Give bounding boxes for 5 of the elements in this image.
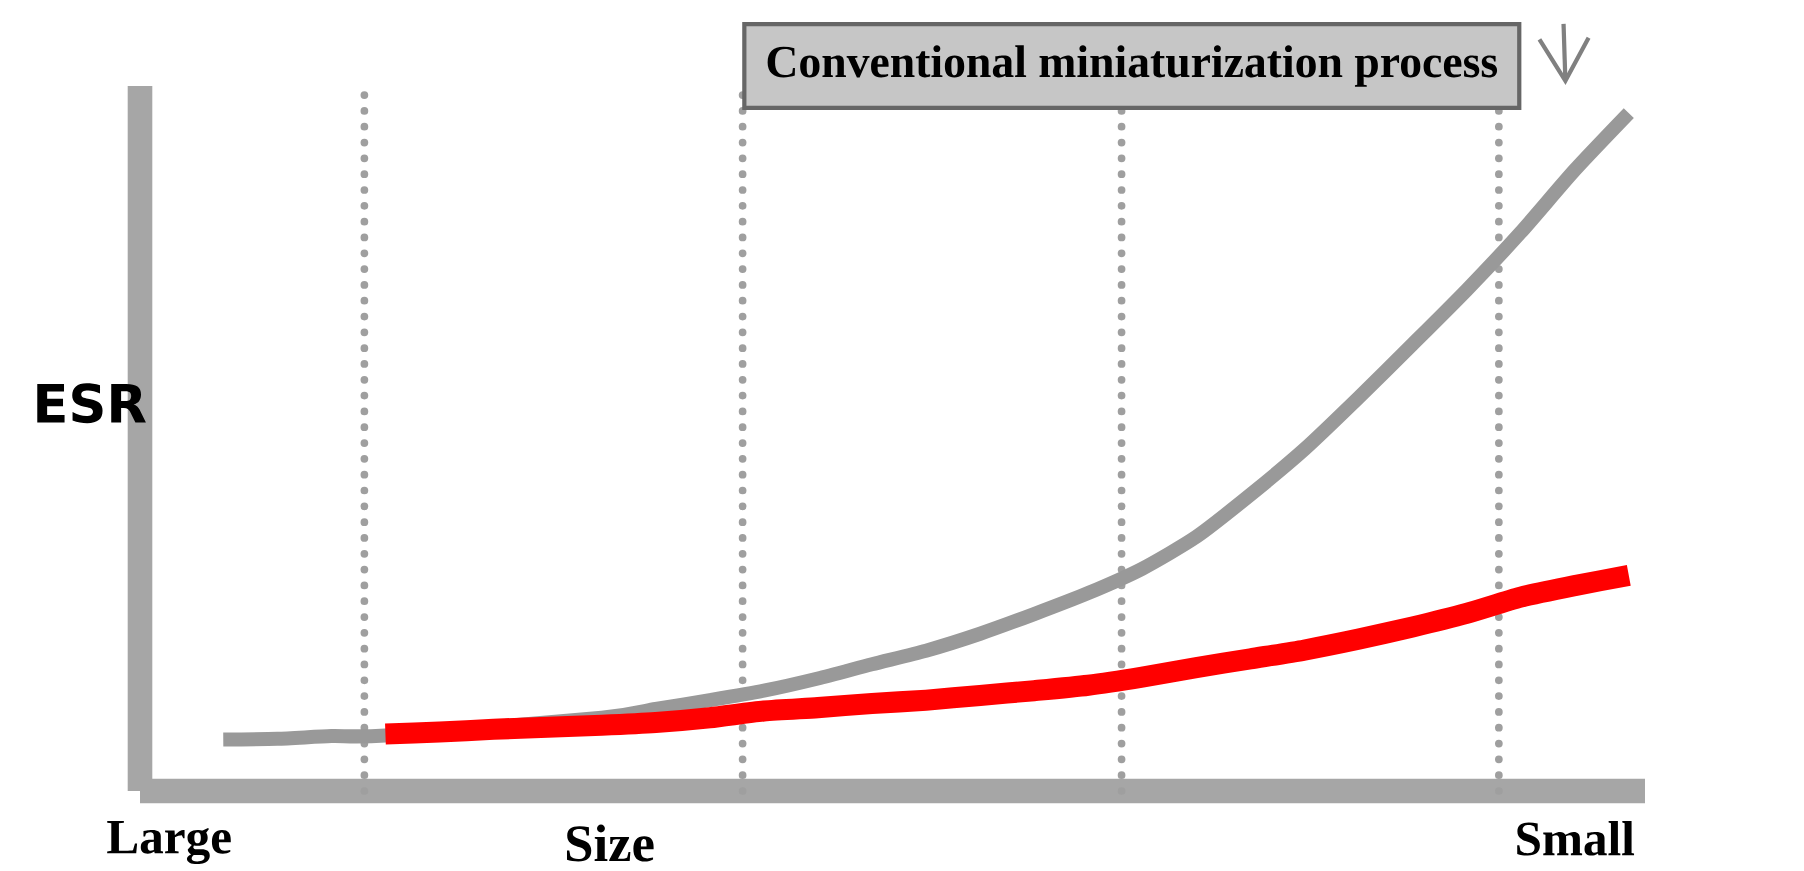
x-tick-label: Large <box>107 820 231 865</box>
x-tick-label: Small <box>1517 820 1635 856</box>
y-axis-title: ESR <box>37 383 146 424</box>
text: Conventional miniaturization process <box>767 45 1498 87</box>
x-axis-title: Size <box>566 824 654 862</box>
